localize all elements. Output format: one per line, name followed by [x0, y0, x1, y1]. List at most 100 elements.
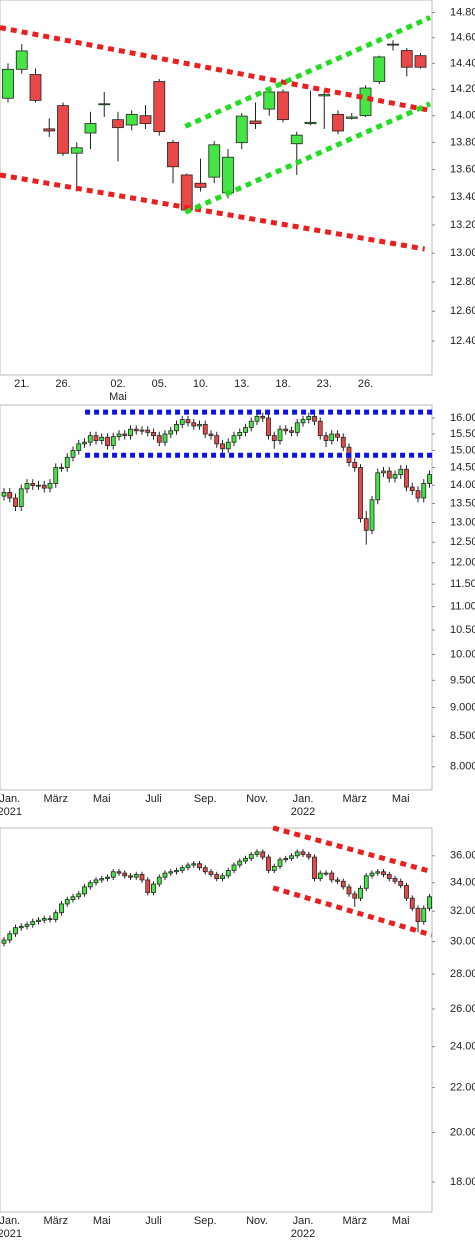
- x-tick-label: 26.: [55, 378, 70, 390]
- candle-body: [249, 120, 262, 125]
- candle-body: [329, 872, 335, 881]
- y-tick-label: 9.000: [450, 701, 475, 713]
- candle-body: [294, 422, 300, 433]
- candle-body: [277, 859, 283, 867]
- candle-body: [202, 423, 208, 435]
- candle-body: [318, 94, 331, 97]
- candle-body: [122, 872, 128, 877]
- candle-body: [235, 115, 248, 144]
- candle-body: [87, 882, 93, 888]
- y-tick-label: 12.600: [450, 305, 475, 317]
- x-tick-label: 21.: [14, 378, 29, 390]
- trend-line: [272, 885, 433, 938]
- trend-line: [272, 825, 433, 875]
- y-tick-label: 12.800: [450, 276, 475, 288]
- candle-body: [323, 435, 329, 441]
- candle-body: [369, 499, 375, 531]
- candle-body: [41, 484, 47, 489]
- candle-body: [335, 433, 340, 438]
- y-tick-label: 13.400: [450, 191, 475, 203]
- candle-body: [30, 483, 36, 486]
- candle-body: [128, 875, 133, 878]
- candle-body: [76, 893, 82, 898]
- candle-body: [70, 896, 76, 901]
- y-tick-label: 30.000: [450, 936, 475, 948]
- trend-line: [0, 172, 426, 252]
- candle-body: [105, 436, 110, 446]
- candle-body: [208, 871, 214, 875]
- candle-body: [277, 91, 289, 121]
- candle-body: [369, 872, 375, 877]
- candle-body: [421, 483, 427, 499]
- candle-body: [116, 871, 122, 874]
- candle-body: [427, 896, 432, 909]
- candle-body: [202, 867, 208, 873]
- x-tick-label: Jan.: [0, 793, 20, 805]
- candle-body: [30, 921, 36, 926]
- candle-body: [110, 871, 116, 878]
- x-tick-label: 13.: [234, 378, 249, 390]
- candle-body: [248, 420, 254, 428]
- x-sublabel: 2021: [0, 806, 22, 818]
- candle-body: [174, 870, 179, 873]
- candle-body: [277, 428, 283, 441]
- candle-body: [139, 429, 145, 432]
- candle-body: [179, 419, 185, 425]
- candle-body: [53, 912, 59, 920]
- x-tick-label: 02.: [110, 378, 125, 390]
- y-tick-label: 24.000: [450, 1041, 475, 1053]
- x-tick-label: Nov.: [246, 1215, 268, 1227]
- x-tick-label: 10.: [193, 378, 208, 390]
- candle-body: [15, 50, 28, 70]
- candle-body: [335, 879, 340, 882]
- candle-body: [59, 903, 64, 914]
- x-tick-label: März: [44, 1215, 68, 1227]
- candle-body: [36, 484, 41, 487]
- candle-body: [1, 939, 7, 944]
- candle-body: [398, 468, 404, 475]
- y-tick-label: 15.500: [450, 428, 475, 440]
- candle-body: [271, 865, 277, 871]
- candle-body: [409, 486, 415, 492]
- x-tick-label: März: [343, 1215, 367, 1227]
- candle-body: [191, 422, 197, 427]
- candle-body: [254, 416, 260, 422]
- candle-body: [53, 467, 59, 484]
- candle-body: [222, 156, 234, 194]
- x-tick-label: Juli: [145, 1215, 162, 1227]
- y-tick-label: 11.500: [450, 578, 475, 590]
- y-tick-label: 10.500: [450, 624, 475, 636]
- trend-line: [0, 25, 431, 113]
- candle-body: [24, 483, 30, 490]
- candle-body: [168, 430, 174, 435]
- candle-body: [290, 134, 303, 145]
- candle-body: [70, 147, 83, 154]
- y-tick-label: 18.000: [450, 1176, 475, 1188]
- y-tick-label: 15.000: [450, 444, 475, 456]
- y-tick-label: 9.500: [450, 674, 475, 686]
- candle-body: [363, 518, 369, 531]
- candle-body: [110, 436, 116, 446]
- candle-body: [156, 435, 162, 443]
- trend-line: [184, 101, 432, 215]
- candle-body: [162, 872, 168, 878]
- plot-area: [0, 0, 433, 376]
- x-tick-label: Mai: [93, 793, 111, 805]
- candle-body: [197, 423, 202, 427]
- candle-body: [415, 907, 421, 923]
- candle-body: [306, 416, 312, 421]
- candle-body: [381, 871, 386, 875]
- y-tick-label: 14.500: [450, 461, 475, 473]
- candle-body: [194, 182, 207, 188]
- candle-body: [332, 113, 344, 132]
- candle-body: [82, 886, 87, 895]
- candle-body: [13, 497, 18, 507]
- candle-body: [191, 863, 197, 866]
- candle-body: [260, 851, 266, 858]
- candle-body: [409, 897, 415, 909]
- candle-body: [47, 918, 53, 921]
- candle-body: [237, 860, 243, 866]
- candle-body: [43, 128, 56, 132]
- x-tick-label: März: [44, 793, 68, 805]
- candle-body: [398, 880, 404, 886]
